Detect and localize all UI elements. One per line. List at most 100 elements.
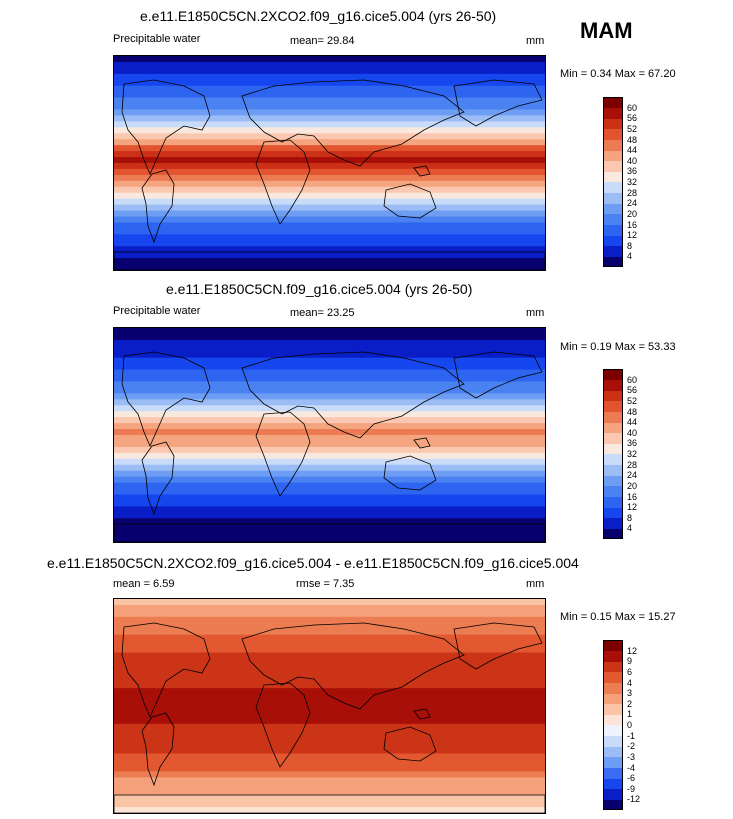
- colorbar-tick-label: -2: [627, 741, 636, 752]
- field-band: [114, 252, 545, 259]
- field-band: [114, 351, 545, 359]
- field-band: [114, 339, 545, 347]
- colorbar-swatch: [603, 171, 623, 183]
- colorbar-swatch: [603, 496, 623, 508]
- field-band: [114, 67, 545, 75]
- colorbar-tick-label: 8: [627, 240, 633, 251]
- field-band: [114, 145, 545, 152]
- field-band: [114, 634, 545, 642]
- colorbar-tick-label: -3: [627, 751, 636, 762]
- colorbar-tick-label: 36: [627, 438, 638, 449]
- field-band: [114, 423, 545, 430]
- colorbar-tick-label: 16: [627, 219, 638, 230]
- colorbar-swatch: [603, 245, 623, 257]
- colorbar-swatch: [603, 97, 623, 109]
- field-band: [114, 405, 545, 412]
- colorbar-swatch: [603, 432, 623, 444]
- field-band: [114, 616, 545, 624]
- colorbar-swatch: [603, 224, 623, 236]
- field-band: [114, 109, 545, 117]
- colorbar-swatch: [603, 192, 623, 204]
- colorbar-swatch: [603, 213, 623, 225]
- colorbar-tick-label: 44: [627, 145, 638, 156]
- colorbar-swatch: [603, 682, 623, 694]
- field-band: [114, 664, 545, 671]
- coastline: [413, 708, 431, 720]
- field-band: [114, 694, 545, 701]
- colorbar-tick-label: 52: [627, 395, 638, 406]
- field-band: [114, 222, 545, 229]
- colorbar-tick-label: 52: [627, 123, 638, 134]
- field-band: [114, 228, 545, 235]
- field-band: [114, 387, 545, 394]
- field-band: [114, 333, 545, 341]
- field-band: [114, 682, 545, 689]
- panel-1-minmax: Min = 0.34 Max = 67.20: [560, 68, 676, 80]
- panel-1-colorbar: 4 8 12 16 20 24 28 32 36 40 44 48 52 56 60: [603, 97, 637, 268]
- field-band: [114, 729, 545, 737]
- field-band: [114, 494, 545, 501]
- field-band: [114, 717, 545, 725]
- coastline: [383, 726, 437, 762]
- field-band: [114, 91, 545, 99]
- colorbar-swatch: [603, 650, 623, 662]
- field-band: [114, 127, 545, 134]
- colorbar-swatch: [603, 464, 623, 476]
- field-band: [114, 369, 545, 377]
- panel-3-units: mm: [526, 578, 545, 590]
- colorbar-swatch: [603, 485, 623, 497]
- field-band: [114, 345, 545, 353]
- field-band: [114, 470, 545, 478]
- field-band: [114, 97, 545, 105]
- field-band: [114, 476, 545, 484]
- field-band: [114, 381, 545, 389]
- field-band: [114, 357, 545, 365]
- field-band: [114, 446, 545, 454]
- field-band: [114, 204, 545, 212]
- colorbar-tick-label: 48: [627, 406, 638, 417]
- colorbar-swatch: [603, 107, 623, 119]
- colorbar-swatch: [603, 703, 623, 715]
- panel-1-mean: mean= 29.84: [290, 35, 355, 47]
- coastline: [141, 169, 175, 244]
- colorbar-tick-label: 28: [627, 187, 638, 198]
- field-band: [114, 524, 545, 531]
- panel-1-units: mm: [526, 35, 545, 47]
- coastline: [114, 523, 545, 542]
- field-band: [114, 500, 545, 507]
- field-band: [114, 741, 545, 749]
- panel-3-colorbar: -12 -9 -6 -4 -3 -2 -1 0 1 2 3 4 6 9 12: [603, 640, 640, 811]
- coastline: [383, 455, 437, 491]
- colorbar-tick-label: 2: [627, 698, 633, 709]
- field-band: [114, 783, 545, 790]
- colorbar-tick-label: 56: [627, 113, 638, 124]
- colorbar-swatch: [603, 735, 623, 747]
- colorbar-tick-label: 32: [627, 449, 638, 459]
- colorbar-swatch: [603, 118, 623, 130]
- field-band: [114, 771, 545, 778]
- colorbar-swatch: [603, 714, 623, 726]
- colorbar-tick-label: 60: [627, 102, 638, 113]
- coastline: [255, 139, 311, 225]
- colorbar-tick-label: -12: [627, 794, 641, 805]
- coastline: [453, 79, 543, 127]
- colorbar-swatch: [603, 390, 623, 402]
- colorbar-swatch: [603, 799, 623, 811]
- field-band: [114, 79, 545, 87]
- field-band: [114, 628, 545, 636]
- field-band: [114, 440, 545, 448]
- field-band: [114, 482, 545, 490]
- colorbar-swatch: [603, 139, 623, 151]
- colorbar-swatch: [603, 443, 623, 455]
- colorbar-swatch: [603, 725, 623, 737]
- field-band: [114, 610, 545, 618]
- field-band: [114, 186, 545, 194]
- panel-1-map: [113, 55, 546, 271]
- coastline: [121, 79, 211, 175]
- colorbar-tick-label: 8: [627, 512, 633, 523]
- colorbar-tick-label: -6: [627, 773, 636, 784]
- field-band: [114, 139, 545, 146]
- colorbar-swatch: [603, 517, 623, 529]
- panel-3-map: [113, 598, 546, 814]
- field-band: [114, 61, 545, 69]
